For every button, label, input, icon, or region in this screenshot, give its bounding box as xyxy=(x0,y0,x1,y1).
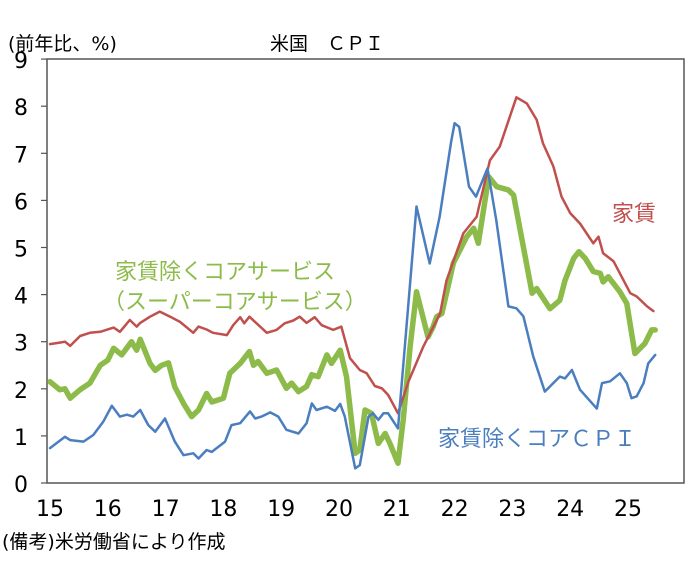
x-tick-label: 17 xyxy=(152,497,180,522)
series-label-2: 家賃除くコアＣＰＩ xyxy=(438,427,636,452)
x-tick-label: 19 xyxy=(267,497,295,522)
x-tick-label: 23 xyxy=(498,497,526,522)
x-tick-label: 20 xyxy=(325,497,353,522)
y-axis-unit-label: (前年比、%) xyxy=(8,33,117,55)
plot-area xyxy=(46,58,685,484)
x-tick-label: 15 xyxy=(36,497,64,522)
x-tick-label: 22 xyxy=(441,497,469,522)
x-tick-label: 18 xyxy=(209,497,237,522)
x-tick-label: 21 xyxy=(383,497,411,522)
y-tick-label: 5 xyxy=(14,238,28,263)
series-line-0 xyxy=(48,96,655,415)
source-note: (備考)米労働省により作成 xyxy=(2,531,225,553)
x-tick-label: 25 xyxy=(614,497,642,522)
chart-title: 米国 ＣＰＩ xyxy=(270,33,384,55)
series-label-0: 家賃 xyxy=(612,202,656,227)
y-tick-label: 8 xyxy=(14,96,28,121)
series-line-2 xyxy=(48,121,657,470)
y-tick-label: 2 xyxy=(14,379,28,404)
series-label-1: （スーパーコアサービス） xyxy=(103,290,367,315)
y-tick-label: 7 xyxy=(14,143,28,168)
y-tick-label: 9 xyxy=(14,49,28,74)
series-label-1: 家賃除くコアサービス xyxy=(115,260,335,285)
x-tick-label: 16 xyxy=(94,497,122,522)
series-line-1 xyxy=(47,174,658,466)
y-tick-label: 0 xyxy=(14,473,28,498)
x-tick-label: 24 xyxy=(556,497,584,522)
y-tick-label: 3 xyxy=(14,332,28,357)
y-tick-label: 6 xyxy=(14,190,28,215)
y-tick-label: 4 xyxy=(14,285,28,310)
y-tick-label: 1 xyxy=(14,426,28,451)
